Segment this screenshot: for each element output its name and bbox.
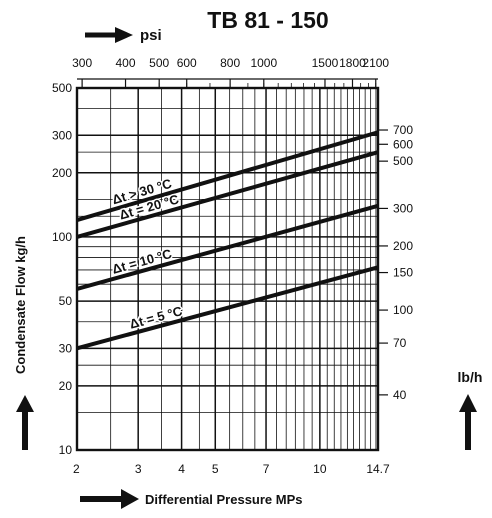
tick-marks [77,78,388,396]
series-line [76,130,379,222]
top-tick-label: 1000 [250,56,277,70]
top-tick-label: 300 [72,56,92,70]
arrow-up-icon [16,395,34,450]
x-tick-label: 10 [313,462,327,476]
y-tick-label: 100 [52,230,72,244]
right-tick-label: 600 [393,137,413,151]
plot-frame [75,86,380,452]
top-tick-labels: 300 400 500 600 800 1000 1500 1800 2100 [72,56,389,70]
arrow-right-icon [80,489,139,509]
x-tick-label: 4 [178,462,185,476]
right-tick-label: 700 [393,123,413,137]
y-axis-label: Condensate Flow kg/h [13,236,28,374]
top-axis-label: psi [140,27,162,44]
y-tick-label: 200 [52,166,72,180]
y-tick-label: 500 [52,81,72,95]
right-tick-label: 40 [393,388,407,402]
series-labels: Δt > 30 °C Δt = 20 °C Δt = 10 °C Δt = 5 … [109,174,186,333]
x-tick-label: 3 [135,462,142,476]
right-axis-label: lb/h [458,369,483,385]
top-tick-label: 400 [116,56,136,70]
y-tick-label: 30 [59,341,73,355]
top-tick-label: 1800 [339,56,366,70]
y-tick-label: 20 [59,379,73,393]
x-tick-label: 14.7 [366,462,390,476]
right-tick-label: 150 [393,266,413,280]
x-tick-label: 5 [212,462,219,476]
x-tick-label: 2 [73,462,80,476]
right-tick-label: 200 [393,239,413,253]
series-line [76,203,379,291]
right-tick-label: 70 [393,336,407,350]
y-tick-label: 50 [59,294,73,308]
y-tick-labels: 10 20 30 50 100 200 300 500 [52,81,72,457]
top-tick-label: 500 [149,56,169,70]
series-line [76,150,379,239]
y-tick-label: 10 [59,443,73,457]
series-line [76,265,379,351]
right-tick-label: 500 [393,154,413,168]
x-tick-label: 7 [263,462,270,476]
x-axis-label: Differential Pressure MPs [145,492,303,507]
right-tick-labels: 700 600 500 300 200 150 100 70 40 [393,123,413,402]
right-tick-label: 100 [393,303,413,317]
top-tick-label: 600 [177,56,197,70]
right-tick-label: 300 [393,201,413,215]
top-tick-label: 1500 [312,56,339,70]
arrow-up-icon [459,394,477,450]
x-tick-labels: 2 3 4 5 7 10 14.7 [73,462,390,476]
y-tick-label: 300 [52,128,72,142]
chart-title: TB 81 - 150 [207,7,328,33]
top-tick-label: 800 [220,56,240,70]
series-lines [76,130,379,351]
top-tick-label: 2100 [362,56,389,70]
psi-arrow-icon [85,27,133,43]
